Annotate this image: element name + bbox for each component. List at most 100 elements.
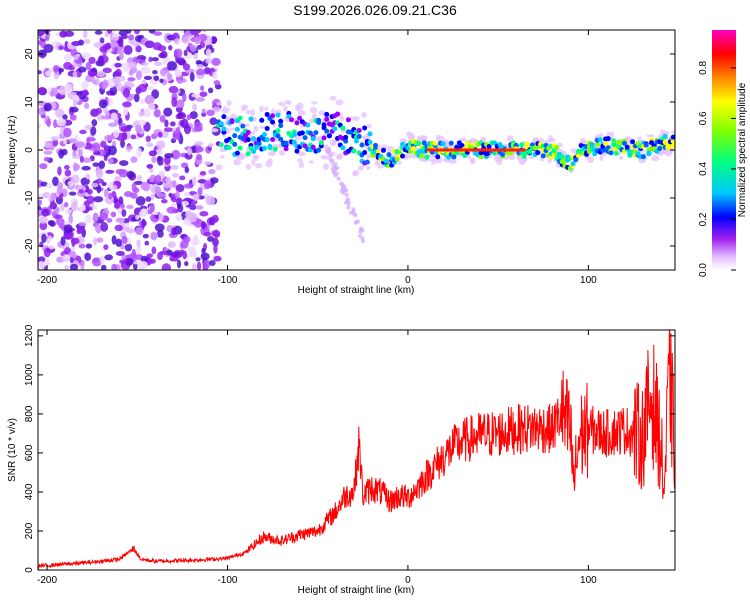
spectrogram-blob: [140, 66, 151, 74]
spectrogram-blob: [332, 126, 338, 132]
spectrogram-xlabel: Height of straight line (km): [298, 285, 415, 296]
spectrogram-blob: [432, 140, 438, 146]
spectrogram-blob: [344, 192, 349, 197]
spectrogram-blob: [579, 137, 587, 145]
spectrogram-blob: [39, 221, 48, 231]
spectrogram-blob: [81, 90, 89, 97]
spectrogram-blob: [106, 218, 113, 223]
spectrogram-blob: [141, 218, 146, 228]
spectrogram-blob: [107, 30, 113, 34]
spectrogram-blob: [38, 70, 43, 75]
spectrogram-blob: [134, 35, 143, 43]
spectrogram-blob: [110, 211, 117, 218]
spectrogram-blob: [198, 33, 208, 42]
spectrogram-blob: [154, 186, 162, 196]
spectrogram-blob: [64, 83, 73, 93]
spectrogram-blob: [127, 34, 135, 41]
spectrogram-blob: [72, 150, 77, 157]
spectrogram-blob: [113, 78, 122, 85]
spectrogram-blob: [237, 145, 243, 151]
spectrogram-blob: [289, 117, 295, 123]
spectrogram-blob: [150, 232, 158, 240]
snr-line: [38, 330, 675, 570]
spectrogram-blob: [182, 92, 187, 102]
spectrogram-blob: [86, 137, 96, 142]
spectrogram-blob: [40, 181, 48, 187]
spectrogram-blob: [275, 128, 281, 134]
spectrogram-blob: [251, 158, 256, 166]
spectrogram-blob: [109, 85, 118, 96]
spectrogram-blob: [125, 228, 136, 234]
spectrogram-blob: [108, 158, 114, 165]
spectrogram-blob: [171, 180, 177, 188]
spectrogram-blob: [264, 137, 270, 143]
snr-xlabel: Height of straight line (km): [298, 585, 415, 596]
spectrogram-blob: [148, 56, 153, 63]
spectrogram-blob: [361, 112, 367, 118]
spectrogram-blob: [85, 173, 90, 180]
spectrogram-blob: [111, 263, 118, 270]
spectrogram-blob: [130, 134, 137, 140]
spectrogram-blob: [61, 148, 68, 156]
spectrogram-blob: [122, 87, 131, 98]
spectrogram-blob: [440, 141, 446, 147]
spectrogram-blob: [90, 126, 97, 136]
spectrogram-blob: [208, 168, 216, 175]
spectrogram-blob: [375, 149, 381, 155]
spectrogram-blob: [418, 153, 424, 159]
spectrogram-blob: [329, 139, 337, 146]
spectrogram-blob: [241, 104, 249, 110]
spectrogram-blob: [646, 134, 655, 138]
spectrogram-blob: [69, 114, 77, 121]
spectrogram-blob: [181, 118, 189, 129]
spectrogram-blob: [38, 106, 46, 116]
spectrogram-blob: [454, 150, 460, 156]
snr-ytick-label: 600: [24, 444, 35, 461]
spectrogram-blob: [308, 160, 314, 165]
spectrogram-blob: [184, 261, 189, 267]
spectrogram-blob: [195, 68, 206, 76]
spectrogram-blob: [135, 59, 146, 64]
spectrogram-blob: [56, 118, 67, 127]
spectrogram-blob: [151, 211, 159, 216]
spectrogram-blob: [358, 233, 363, 238]
spectrogram-blob: [57, 166, 62, 176]
spectrogram-blob: [133, 93, 140, 103]
spectrogram-blob: [38, 199, 42, 206]
spectrogram-blob: [250, 130, 256, 136]
spectrogram-blob: [234, 126, 240, 132]
spectrogram-blob: [211, 57, 221, 66]
spectrogram-blob: [208, 87, 214, 94]
spectrogram-blob: [44, 142, 52, 149]
spectrogram-blob: [213, 243, 218, 254]
colorbar-label: Normalized spectral amplitude: [737, 82, 748, 217]
snr-ytick-label: 400: [24, 483, 35, 500]
spectrogram-blob: [355, 219, 360, 224]
spectrogram-blob: [166, 206, 177, 214]
colorbar-tick-label: 0.0: [698, 263, 709, 277]
spectrogram-blob: [56, 217, 65, 227]
spectrogram-blob: [173, 251, 183, 259]
spectrogram-blob: [222, 106, 228, 112]
spectrogram-blob: [213, 80, 221, 86]
spectrogram-blob: [205, 195, 212, 205]
colorbar-tick-label: 0.4: [698, 162, 709, 176]
spectrogram-blob: [195, 205, 204, 210]
spectrogram-blob: [189, 44, 197, 53]
spectrogram-blob: [573, 157, 579, 163]
spectrogram-blob: [189, 252, 198, 258]
spectrogram-blob: [41, 233, 47, 244]
spectrogram-blob: [367, 139, 373, 145]
spectrogram-blob: [144, 94, 155, 105]
spectrogram-blob: [181, 200, 190, 206]
spectrogram-blob: [68, 251, 77, 260]
spectrogram-blob: [124, 243, 133, 252]
spectrogram-blob: [103, 188, 109, 198]
spectrogram-blob: [324, 111, 330, 117]
spectrogram-blob: [209, 177, 219, 184]
spectrogram-blob: [407, 134, 416, 141]
spectrogram-blob: [189, 204, 197, 211]
spectrogram-blob: [201, 108, 207, 114]
spectrogram-blob: [42, 191, 51, 199]
spectrogram-blob: [177, 79, 183, 85]
